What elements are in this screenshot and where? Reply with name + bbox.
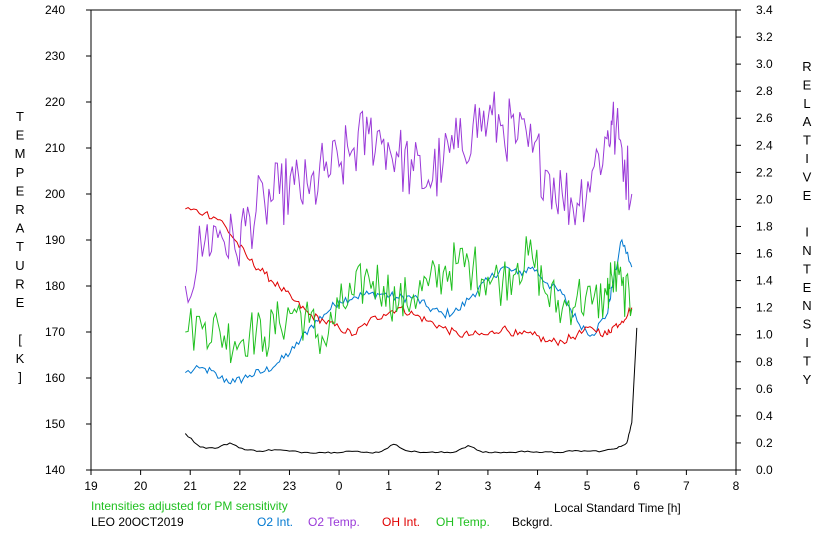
series-line-oh-temp (185, 236, 633, 364)
x-axis: 19 20 21 22 23 0 1 2 3 4 5 6 7 8 (84, 470, 740, 493)
right-axis-label-char: E (803, 280, 812, 295)
left-tick-label: 180 (45, 279, 65, 293)
x-tick-label: 1 (385, 479, 392, 493)
series-line-bckgrd (184, 327, 638, 454)
left-axis-label-char: T (16, 239, 24, 254)
left-tick-label: 230 (45, 49, 65, 63)
x-tick-label: 23 (283, 479, 297, 493)
left-axis-label-char: E (16, 295, 25, 310)
left-axis-label-char: [ (18, 332, 22, 347)
right-tick-label: 0.8 (756, 355, 773, 369)
series-line-o2-int (185, 238, 633, 385)
series-line-o2-temp (184, 91, 633, 305)
left-axis-label-char: R (15, 276, 24, 291)
right-axis-label-char: Y (803, 372, 812, 387)
right-axis-label-char: N (802, 243, 811, 258)
right-axis-label-char: I (805, 151, 809, 166)
right-tick-label: 1.4 (756, 274, 773, 288)
right-tick-label: 3.0 (756, 57, 773, 71)
right-tick-label: 1.8 (756, 219, 773, 233)
left-tick-label: 200 (45, 187, 65, 201)
right-axis-label-char: V (803, 169, 812, 184)
right-axis-label-char: T (803, 353, 811, 368)
left-tick-label: 170 (45, 325, 65, 339)
left-tick-label: 210 (45, 141, 65, 155)
x-tick-label: 7 (683, 479, 690, 493)
series-layer (184, 91, 638, 454)
right-tick-label: 0.0 (756, 463, 773, 477)
sensitivity-note: Intensities adjusted for PM sensitivity (91, 499, 288, 513)
plot-area (90, 9, 737, 471)
left-axis-label-char: A (16, 221, 25, 236)
left-tick-label: 140 (45, 463, 65, 477)
right-tick-label: 2.2 (756, 165, 773, 179)
x-tick-label: 20 (134, 479, 148, 493)
x-tick-label: 8 (733, 479, 740, 493)
left-y-axis: 140 150 160 170 180 190 200 210 220 230 240 (45, 3, 91, 477)
right-axis-label-char: S (803, 317, 812, 332)
right-tick-label: 2.8 (756, 84, 773, 98)
right-axis-label-char: N (802, 298, 811, 313)
right-tick-label: 2.6 (756, 111, 773, 125)
series-line-oh-int (185, 207, 633, 347)
left-axis-label-char: R (15, 202, 24, 217)
legend-oh-int: OH Int. (382, 515, 420, 529)
right-tick-label: 2.0 (756, 192, 773, 206)
x-tick-label: 0 (336, 479, 343, 493)
left-axis-label-char: E (16, 128, 25, 143)
right-y-axis: 0.0 0.2 0.4 0.6 0.8 1.0 1.2 1.4 1.6 1.8 2.0 2.2 2.4 2… (736, 3, 773, 477)
right-tick-label: 3.4 (756, 3, 773, 17)
left-axis-label-char: T (16, 109, 24, 124)
x-tick-label: 4 (534, 479, 541, 493)
legend-o2-temp: O2 Temp. (308, 515, 360, 529)
right-tick-label: 0.2 (756, 436, 773, 450)
right-axis-label-char: I (805, 225, 809, 240)
left-axis-label-char: E (16, 183, 25, 198)
x-tick-label: 19 (84, 479, 98, 493)
legend-bckgrd: Bckgrd. (512, 515, 553, 529)
right-axis-label-char: A (803, 114, 812, 129)
station-date: LEO 20OCT2019 (91, 515, 184, 529)
x-tick-label: 22 (233, 479, 247, 493)
legend-oh-temp: OH Temp. (436, 515, 490, 529)
x-tick-label: 6 (633, 479, 640, 493)
left-axis-label-char: M (15, 146, 26, 161)
right-axis-label-char: L (803, 96, 810, 111)
left-tick-label: 160 (45, 371, 65, 385)
right-axis-label-char: T (803, 133, 811, 148)
right-axis-label-char: E (803, 188, 812, 203)
left-axis-label-char: U (15, 258, 24, 273)
left-tick-label: 240 (45, 3, 65, 17)
legend-o2-int: O2 Int. (257, 515, 293, 529)
right-tick-label: 1.2 (756, 301, 773, 315)
right-tick-label: 0.6 (756, 382, 773, 396)
x-tick-label: 3 (485, 479, 492, 493)
left-axis-label-char: ] (18, 369, 22, 384)
right-axis-label-char: T (803, 261, 811, 276)
x-tick-label: 21 (184, 479, 198, 493)
right-axis-label-char: I (805, 335, 809, 350)
x-tick-label: 2 (435, 479, 442, 493)
right-tick-label: 1.0 (756, 328, 773, 342)
left-tick-label: 190 (45, 233, 65, 247)
left-axis-label-char: K (16, 351, 25, 366)
x-axis-label: Local Standard Time [h] (554, 501, 681, 515)
right-axis-label-char: R (802, 59, 811, 74)
left-tick-label: 150 (45, 417, 65, 431)
left-tick-label: 220 (45, 95, 65, 109)
left-axis-label-char: P (16, 165, 25, 180)
x-tick-label: 5 (584, 479, 591, 493)
right-axis-label-char: E (803, 77, 812, 92)
right-tick-label: 1.6 (756, 247, 773, 261)
right-tick-label: 0.4 (756, 409, 773, 423)
right-tick-label: 3.2 (756, 30, 773, 44)
right-tick-label: 2.4 (756, 138, 773, 152)
